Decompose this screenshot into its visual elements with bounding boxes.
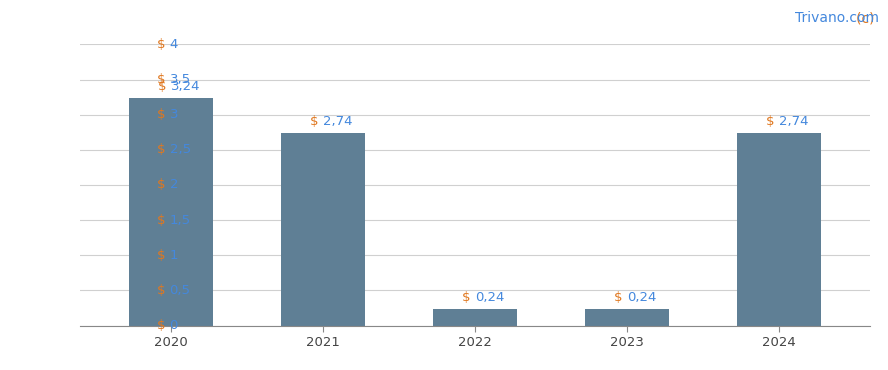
Bar [585, 309, 669, 326]
Text: $: $ [157, 38, 170, 51]
Text: 2,74: 2,74 [323, 115, 353, 128]
Text: 2: 2 [170, 178, 178, 192]
Text: $: $ [157, 108, 170, 121]
Text: $: $ [614, 291, 627, 304]
Text: 1,5: 1,5 [170, 213, 191, 227]
Text: 2,74: 2,74 [779, 115, 809, 128]
Text: $: $ [310, 115, 323, 128]
Text: 4: 4 [170, 38, 178, 51]
Text: 0: 0 [170, 319, 178, 332]
Text: $: $ [157, 73, 170, 86]
Text: (c): (c) [856, 11, 879, 25]
Text: $: $ [157, 249, 170, 262]
Text: 1: 1 [170, 249, 178, 262]
Text: 0,24: 0,24 [475, 291, 504, 304]
Text: $: $ [158, 80, 171, 93]
Text: 0,24: 0,24 [627, 291, 656, 304]
Text: $: $ [157, 143, 170, 157]
Text: 2,5: 2,5 [170, 143, 191, 157]
Text: $: $ [766, 115, 779, 128]
Bar [281, 133, 365, 326]
Text: $: $ [463, 291, 475, 304]
Text: 3: 3 [170, 108, 178, 121]
Text: Trivano.com: Trivano.com [760, 11, 879, 25]
Bar [737, 133, 821, 326]
Text: 3,24: 3,24 [171, 80, 201, 93]
Text: $: $ [157, 319, 170, 332]
Text: 3,5: 3,5 [170, 73, 191, 86]
Bar [130, 98, 213, 326]
Text: $: $ [157, 178, 170, 192]
Bar [433, 309, 517, 326]
Text: $: $ [157, 284, 170, 297]
Text: $: $ [157, 213, 170, 227]
Text: 0,5: 0,5 [170, 284, 191, 297]
